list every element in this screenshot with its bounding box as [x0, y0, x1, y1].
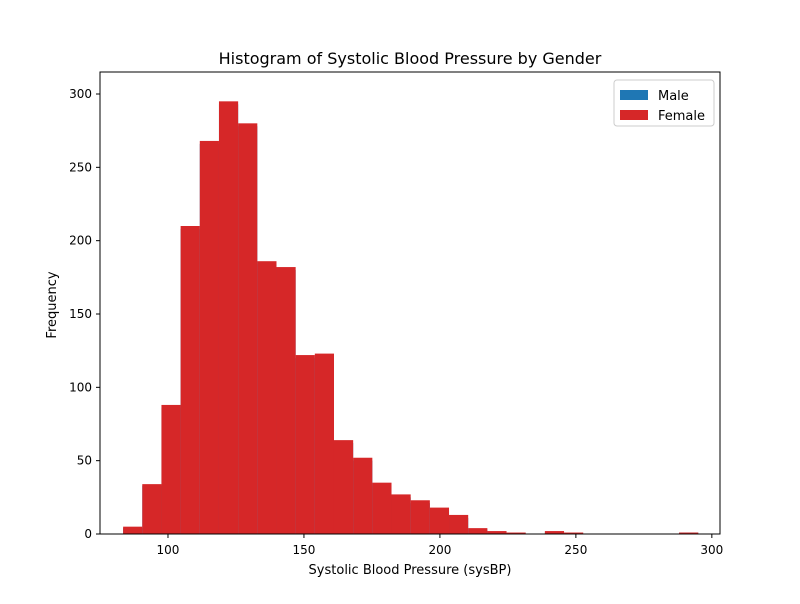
bar-female-7	[257, 261, 277, 534]
axes-layer: 100 150 200 250 300 0 50 100 150 200 250 300	[69, 71, 723, 557]
y-tick-label-250: 250	[69, 160, 92, 174]
bar-female-11	[333, 440, 354, 534]
bar-female-9	[295, 355, 315, 534]
chart-title: Histogram of Systolic Blood Pressure by …	[219, 49, 602, 68]
legend-label-female: Female	[658, 109, 705, 124]
x-axis-label: Systolic Blood Pressure (sysBP)	[309, 563, 512, 578]
bar-female-3	[180, 226, 200, 534]
bar-female-8	[276, 267, 296, 534]
bar-female-12	[353, 457, 373, 534]
bar-female-22	[544, 531, 565, 534]
x-tick-label-150: 150	[292, 543, 315, 557]
bar-female-1	[142, 484, 162, 534]
bar-female-0	[123, 526, 143, 534]
bar-female-20	[506, 532, 526, 534]
y-tick-label-300: 300	[69, 87, 92, 101]
x-tick-label-100: 100	[157, 543, 180, 557]
y-tick-label-100: 100	[69, 380, 92, 394]
bar-female-5	[218, 101, 239, 534]
bar-female-23	[564, 532, 584, 534]
bar-female-29	[679, 532, 699, 534]
y-tick-label-0: 0	[84, 527, 92, 541]
bar-female-19	[487, 531, 507, 534]
bar-female-16	[429, 507, 450, 534]
legend-swatch-male	[620, 90, 648, 100]
bar-female-13	[372, 482, 392, 534]
legend-swatch-female	[620, 110, 648, 120]
bar-female-2	[161, 404, 181, 534]
bar-female-15	[410, 500, 430, 534]
x-tick-label-300: 300	[700, 543, 723, 557]
x-tick-label-250: 250	[564, 543, 587, 557]
bar-female-18	[468, 528, 488, 534]
bars-layer	[123, 101, 699, 535]
bar-female-6	[238, 123, 258, 534]
legend-label-male: Male	[658, 89, 689, 104]
legend: Male Female	[613, 79, 715, 127]
bar-female-14	[391, 494, 411, 534]
bar-female-4	[199, 140, 219, 534]
y-tick-label-150: 150	[69, 307, 92, 321]
y-axis-label: Frequency	[45, 271, 60, 338]
plot-frame	[99, 71, 721, 535]
x-tick-label-200: 200	[428, 543, 451, 557]
bar-female-17	[449, 514, 469, 534]
y-tick-label-200: 200	[69, 234, 92, 248]
y-tick-label-50: 50	[77, 454, 92, 468]
bar-female-10	[314, 353, 334, 534]
